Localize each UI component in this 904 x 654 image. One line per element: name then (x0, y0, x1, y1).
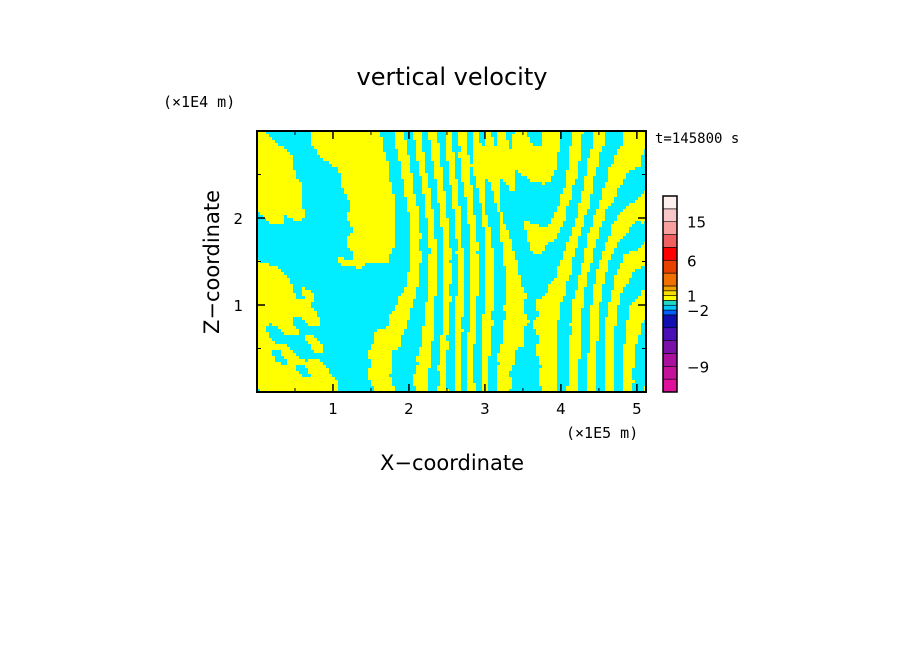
colorbar (662, 195, 678, 393)
colorbar-band (662, 353, 678, 367)
colorbar-band (662, 314, 678, 329)
y-axis-label: Z−coordinate (200, 190, 224, 334)
colorbar-band (662, 195, 678, 210)
x-tick-label: 4 (556, 400, 566, 418)
velocity-field (257, 131, 646, 392)
colorbar-band (662, 272, 678, 287)
x-tick-label: 2 (404, 400, 414, 418)
colorbar-labels: 15 6 1−2 −9 (687, 214, 709, 377)
colorbar-band (662, 295, 678, 301)
colorbar-band (662, 340, 678, 354)
y-unit-label: (×1E4 m) (163, 93, 235, 111)
colorbar-tick-label: 6 (687, 252, 697, 270)
colorbar-band (662, 247, 678, 261)
x-axis-label: X−coordinate (380, 451, 524, 475)
colorbar-tick-label: −9 (687, 358, 709, 376)
x-tick-label: 1 (328, 400, 338, 418)
colorbar-band (662, 309, 678, 316)
colorbar-tick-label: 1 (687, 288, 697, 306)
colorbar-band (662, 285, 678, 292)
chart-title: vertical velocity (357, 63, 548, 91)
colorbar-band (662, 290, 678, 296)
colorbar-band (662, 365, 678, 380)
colorbar-band (662, 304, 678, 311)
colorbar-tick-label: −2 (687, 302, 709, 320)
colorbar-band (662, 300, 678, 306)
y-tick-label: 2 (233, 210, 243, 228)
colorbar-band (662, 259, 678, 274)
colorbar-band (662, 234, 678, 248)
x-axis-ticks: 1 2 3 4 5 (294, 131, 642, 418)
y-axis-ticks: 12 (233, 174, 646, 349)
time-label: t=145800 s (655, 131, 739, 147)
colorbar-band (662, 208, 678, 223)
colorbar-tick-label: 15 (687, 214, 706, 232)
colorbar-band (662, 378, 678, 393)
x-tick-label: 5 (632, 400, 642, 418)
colorbar-frame (662, 195, 678, 393)
x-tick-label: 3 (480, 400, 490, 418)
colorbar-band (662, 221, 678, 235)
colorbar-band (662, 327, 678, 341)
negative-velocity-region (257, 131, 646, 392)
y-tick-label: 1 (233, 297, 243, 315)
x-unit-label: (×1E5 m) (566, 424, 638, 442)
